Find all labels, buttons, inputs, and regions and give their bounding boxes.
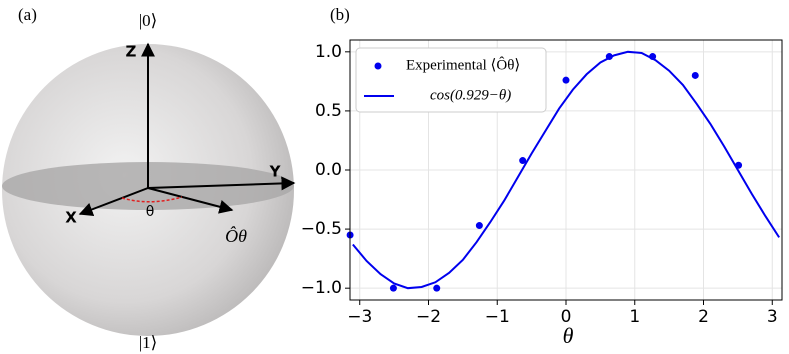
x-tick-label: 2 bbox=[698, 307, 709, 327]
angle-arc bbox=[121, 196, 183, 203]
legend-marker bbox=[374, 62, 382, 70]
ket1-label: |1⟩ bbox=[139, 333, 158, 352]
ket0-label: |0⟩ bbox=[139, 11, 158, 30]
data-point bbox=[562, 76, 570, 84]
legend-label: Experimental ⟨Ôθ⟩ bbox=[406, 56, 520, 73]
y-tick-label: 0.5 bbox=[315, 101, 342, 121]
data-point bbox=[475, 222, 483, 230]
y-tick-label: 0.0 bbox=[315, 160, 342, 180]
data-point bbox=[433, 284, 441, 292]
x-axis-arrow bbox=[78, 187, 149, 217]
data-point bbox=[389, 284, 397, 292]
y-label: Y bbox=[269, 163, 282, 181]
plot-frame bbox=[349, 39, 783, 301]
legend-box bbox=[355, 47, 547, 113]
panel-label: (a) bbox=[18, 5, 37, 24]
x-tick-label: 1 bbox=[629, 307, 640, 327]
x-tick-label: 0 bbox=[561, 307, 572, 327]
x-tick-label: 3 bbox=[767, 307, 778, 327]
fit-chart: (b) θ −3 −2 −1 0 1 2 3 −1.0 −0.5 0.0 0.5 1.0 Experim… bbox=[301, 5, 783, 348]
bloch-sphere: (a) |0⟩ |1⟩ Z Y X θ Ôθ bbox=[2, 5, 296, 352]
data-point bbox=[519, 157, 527, 165]
x-tick-label: −3 bbox=[347, 307, 372, 327]
x-label: X bbox=[65, 209, 77, 227]
z-label: Z bbox=[126, 43, 137, 61]
operator-arrow bbox=[147, 187, 234, 214]
x-axis-title: θ bbox=[563, 323, 574, 348]
y-tick-label: 1.0 bbox=[315, 42, 342, 62]
y-tick-label: −0.5 bbox=[301, 219, 342, 239]
data-point bbox=[691, 71, 699, 79]
theta-label: θ bbox=[146, 204, 155, 220]
x-tick-label: −2 bbox=[416, 307, 441, 327]
fit-line bbox=[352, 50, 780, 290]
y-axis-arrow bbox=[147, 176, 296, 191]
legend-label: cos(0.929−θ) bbox=[430, 87, 511, 103]
y-tick-label: −1.0 bbox=[301, 278, 342, 298]
panel-label: (b) bbox=[330, 5, 350, 24]
x-tick-label: −1 bbox=[485, 307, 510, 327]
operator-label: Ôθ bbox=[225, 225, 247, 246]
